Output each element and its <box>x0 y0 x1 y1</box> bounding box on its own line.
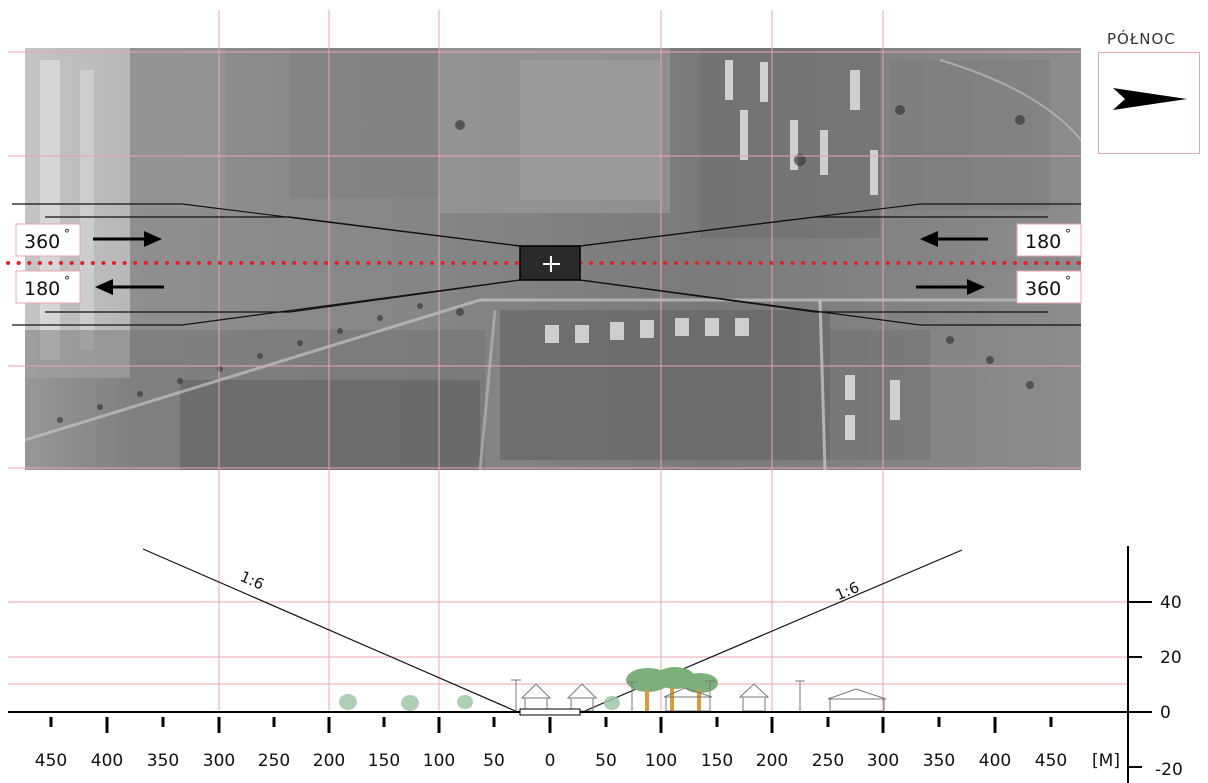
x-tick-label: 150 <box>368 751 400 771</box>
heading-value: 360 <box>1025 278 1061 300</box>
heading-label-right-bottom: 360 ° <box>1016 270 1082 304</box>
x-axis-ticks <box>49 717 1053 733</box>
x-tick-label: 300 <box>867 751 899 771</box>
degree-symbol: ° <box>64 227 70 241</box>
terrain-objects <box>339 667 887 712</box>
slope-label-left: 1:6 <box>237 567 266 593</box>
x-tick-label: 400 <box>979 751 1011 771</box>
heading-label-left-bottom: 180 ° <box>15 270 81 304</box>
x-unit-label: [M] <box>1092 751 1120 771</box>
x-tick-label: 300 <box>203 751 235 771</box>
degree-symbol: ° <box>64 274 70 288</box>
runway-reference-box <box>519 245 581 281</box>
north-label: PÓŁNOC <box>1107 30 1176 48</box>
grid-lines <box>8 10 1128 712</box>
degree-symbol: ° <box>1065 274 1071 288</box>
y-tick-label: 20 <box>1160 648 1182 668</box>
x-tick-label: 250 <box>258 751 290 771</box>
x-tick-label: 250 <box>812 751 844 771</box>
aerial-photo <box>24 48 1082 471</box>
arrow-left-icon <box>95 279 164 295</box>
x-tick-label: 100 <box>645 751 677 771</box>
arrow-left-icon <box>920 231 988 247</box>
heading-value: 360 <box>24 231 60 253</box>
arrow-right-icon <box>916 279 985 295</box>
x-tick-label: 200 <box>313 751 345 771</box>
heading-value: 180 <box>1025 231 1061 253</box>
approach-slope-lines <box>142 548 963 714</box>
north-arrow-icon <box>1113 88 1187 110</box>
x-tick-label: 350 <box>147 751 179 771</box>
heading-label-left-top: 360 ° <box>15 223 81 257</box>
x-tick-label: 350 <box>923 751 955 771</box>
slope-label-right: 1:6 <box>833 578 862 604</box>
runway-section <box>519 708 581 716</box>
x-tick-label: 100 <box>423 751 455 771</box>
y-tick-label: 40 <box>1160 593 1182 613</box>
approach-surface-lines <box>12 203 1081 326</box>
north-indicator-box <box>1098 52 1200 154</box>
degree-symbol: ° <box>1065 227 1071 241</box>
x-tick-label: 450 <box>35 751 67 771</box>
y-axis: 40 20 0 -20 <box>1127 546 1183 783</box>
x-tick-label: 400 <box>91 751 123 771</box>
heading-label-right-top: 180 ° <box>1016 223 1082 257</box>
heading-value: 180 <box>24 278 60 300</box>
x-tick-label: 50 <box>595 751 617 771</box>
y-tick-label: -20 <box>1155 760 1183 780</box>
arrow-right-icon <box>93 231 162 247</box>
y-tick-label: 0 <box>1160 703 1171 723</box>
x-tick-label: 50 <box>483 751 505 771</box>
x-tick-label: 450 <box>1035 751 1067 771</box>
x-axis-labels: 450 400 350 300 250 200 150 100 50 0 50 … <box>35 751 1120 771</box>
x-tick-label: 0 <box>545 751 556 771</box>
x-tick-label: 200 <box>756 751 788 771</box>
x-tick-label: 150 <box>701 751 733 771</box>
